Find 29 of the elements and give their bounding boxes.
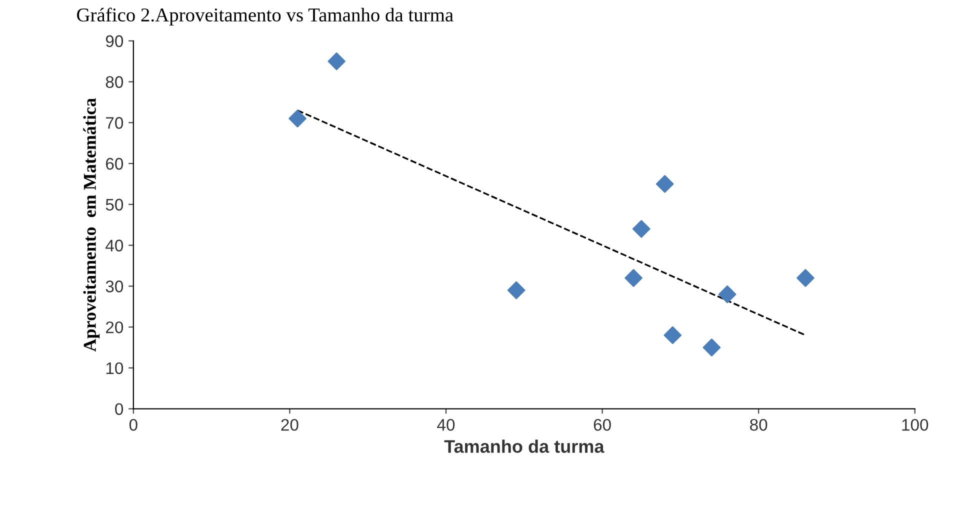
point	[656, 175, 674, 193]
y-tick-label: 20	[106, 321, 124, 334]
y-tick-label: 10	[106, 362, 124, 374]
y-tick-label: 50	[106, 198, 124, 211]
point	[328, 52, 346, 70]
y-tick-label: 80	[106, 76, 124, 88]
point	[507, 281, 526, 300]
y-tick-label: 30	[106, 280, 124, 292]
point	[664, 326, 682, 344]
x-tick-label: 40	[437, 418, 455, 431]
x-tick-label: 0	[129, 418, 138, 431]
y-tick-label: 60	[106, 158, 124, 170]
point	[288, 110, 306, 128]
point	[796, 269, 814, 287]
x-tick-label: 60	[594, 418, 611, 431]
chart-title: Gráfico 2.Aproveitamento vs Tamanho da turma	[77, 8, 454, 26]
y-tick-label: 70	[106, 117, 124, 129]
y-axis-title: Aproveitamento em Matemática	[83, 98, 100, 352]
point	[624, 269, 642, 287]
y-tick-label: 0	[115, 403, 124, 416]
x-axis-title: Tamanho da turma	[444, 440, 604, 453]
x-tick-label: 80	[750, 418, 768, 431]
x-tick-label: 100	[902, 418, 928, 431]
x-tick-label: 20	[281, 418, 298, 431]
y-tick-label: 90	[106, 35, 124, 48]
y-tick-label: 40	[106, 240, 124, 252]
point	[702, 338, 721, 356]
point	[632, 220, 650, 238]
point	[718, 285, 736, 304]
